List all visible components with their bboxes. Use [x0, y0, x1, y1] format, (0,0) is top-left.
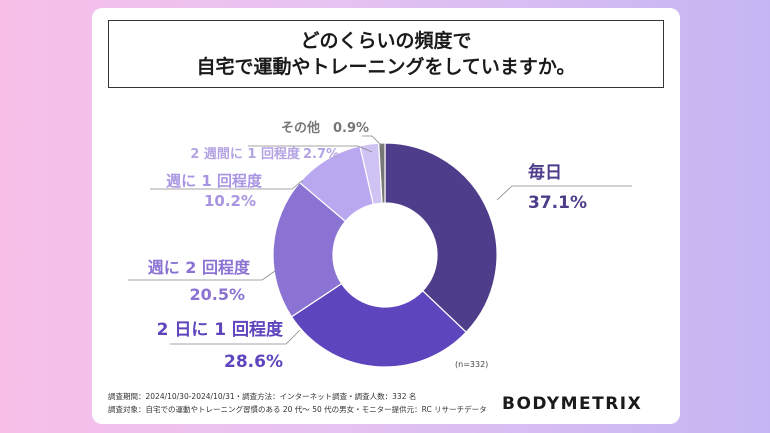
brand-logo: BODYMETRIX	[502, 394, 643, 414]
leader-line-5	[362, 135, 385, 149]
slice-value-2: 20.5%	[189, 285, 245, 304]
slice-label-1: 2 日に 1 回程度	[157, 319, 284, 340]
slice-value-3: 10.2%	[204, 192, 256, 210]
slice-value-1: 28.6%	[224, 352, 283, 372]
leader-line-3	[150, 179, 304, 190]
slice-value-4: 2.7%	[303, 147, 339, 162]
survey-footer: 調査期間：2024/10/30-2024/10/31・調査方法：インターネット調…	[108, 390, 487, 416]
donut-slice-1	[290, 282, 468, 368]
leader-line-4	[248, 145, 373, 153]
sample-size-note: (n=332)	[455, 360, 488, 369]
slice-value-5: 0.9%	[333, 121, 369, 136]
slice-label-0: 毎日	[528, 162, 562, 183]
donut-slice-0	[384, 142, 498, 334]
leader-line-2	[128, 270, 276, 281]
survey-footer-line1: 調査期間：2024/10/30-2024/10/31・調査方法：インターネット調…	[108, 392, 417, 401]
leader-line-0	[496, 185, 632, 201]
donut-slice-2	[272, 181, 347, 318]
slice-value-0: 37.1%	[528, 193, 587, 213]
survey-footer-line2: 調査対象：自宅での運動やトレーニング習慣のある 20 代〜 50 代の男女・モニ…	[108, 405, 487, 414]
donut-slice-5	[378, 142, 386, 204]
chart-title-line2: 自宅で運動やトレーニングをしていますか。	[196, 56, 576, 78]
leader-line-1	[170, 329, 301, 345]
chart-title-line1: どのくらいの頻度で	[300, 30, 472, 52]
slice-label-5: その他	[281, 120, 320, 136]
slice-label-4: 2 週間に 1 回程度	[190, 146, 301, 162]
slice-label-2: 週に 2 回程度	[148, 258, 251, 277]
chart-title-box: どのくらいの頻度で 自宅で運動やトレーニングをしていますか。	[108, 20, 664, 88]
slice-label-3: 週に 1 回程度	[166, 172, 263, 190]
